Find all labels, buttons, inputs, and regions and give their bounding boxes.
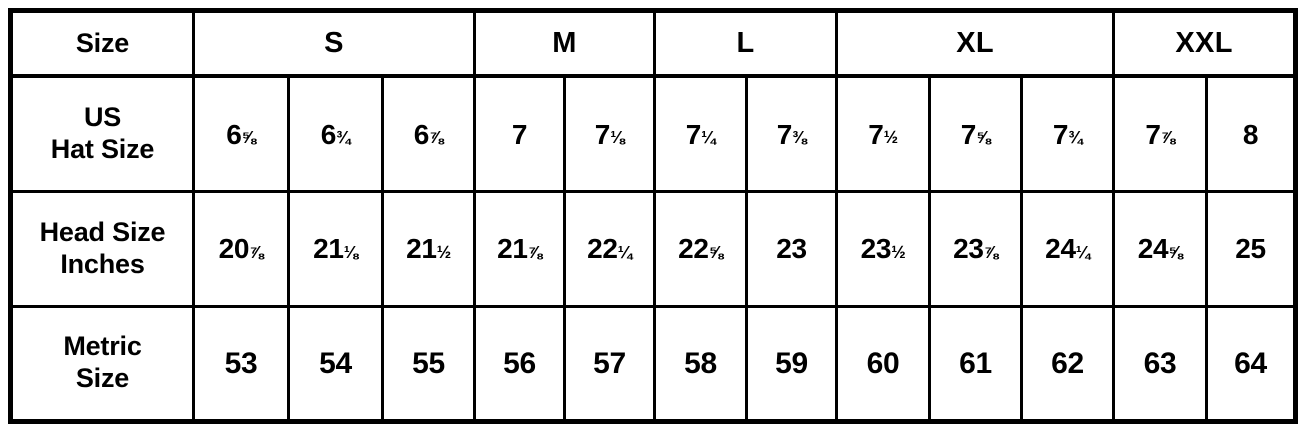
table-cell: 56 xyxy=(473,304,567,422)
table-cell: 7⅞ xyxy=(1112,74,1209,194)
fraction-glyph: ⅞ xyxy=(249,241,264,262)
table-cell: 60 xyxy=(835,304,932,422)
row-label: Head Size Inches xyxy=(10,190,195,308)
table-cell: 20⅞ xyxy=(192,190,290,308)
table-cell: 21⅛ xyxy=(287,190,384,308)
fraction-glyph: ⅜ xyxy=(792,127,807,148)
table-cell: 61 xyxy=(928,304,1024,422)
table-cell: 6¾ xyxy=(287,74,384,194)
row-label-line1: Metric xyxy=(63,331,142,362)
fraction-glyph: ¼ xyxy=(617,241,632,262)
row-label-line2: Hat Size xyxy=(50,134,155,165)
table-cell: 54 xyxy=(287,304,384,422)
table-row: Metric Size 53 54 55 56 57 58 59 60 61 62 63 64 xyxy=(10,304,1297,422)
fraction-glyph: ¼ xyxy=(1075,241,1090,262)
fraction-glyph: ⅝ xyxy=(241,127,256,148)
fraction-glyph: ¾ xyxy=(336,127,351,148)
hat-size-chart-table: Size S M L XL XXL US Hat Size 6⅝ 6¾ 6⅞ 7 7⅛ 7¼ 7⅜ 7½ 7⅝ 7… xyxy=(7,8,1299,424)
fraction-glyph: ½ xyxy=(436,241,451,262)
fraction-glyph: ½ xyxy=(891,241,906,262)
table-cell: 22¼ xyxy=(563,190,657,308)
row-label: US Hat Size xyxy=(10,74,195,194)
table-cell: 7½ xyxy=(835,74,932,194)
size-header-row: Size S M L XL XXL xyxy=(10,10,1297,79)
table-cell: 6⅝ xyxy=(192,74,290,194)
table-cell: 22⅝ xyxy=(653,190,749,308)
size-group-header-m: M xyxy=(473,10,657,79)
table-cell: 24¼ xyxy=(1020,190,1116,308)
fraction-glyph: ¾ xyxy=(1068,127,1083,148)
table-cell: 23½ xyxy=(835,190,932,308)
fraction-glyph: ⅞ xyxy=(983,241,998,262)
table-cell: 21½ xyxy=(380,190,477,308)
fraction-glyph: ½ xyxy=(883,127,898,148)
row-label-line2: Size xyxy=(75,363,130,394)
table-cell: 6⅞ xyxy=(380,74,477,194)
size-group-header-l: L xyxy=(653,10,839,79)
table-cell: 24⅝ xyxy=(1112,190,1209,308)
fraction-glyph: ¼ xyxy=(701,127,716,148)
fraction-glyph: ⅞ xyxy=(527,241,542,262)
table-cell: 7 xyxy=(473,74,567,194)
fraction-glyph: ⅝ xyxy=(708,241,723,262)
row-label-line1: Head Size xyxy=(39,216,166,247)
table-cell: 57 xyxy=(563,304,657,422)
table-row: Head Size Inches 20⅞ 21⅛ 21½ 21⅞ 22¼ 22⅝ 23 23½ 23… xyxy=(10,190,1297,308)
table-cell: 58 xyxy=(653,304,749,422)
fraction-glyph: ⅝ xyxy=(1168,241,1183,262)
row-label-line1: US xyxy=(83,102,122,133)
table-cell: 7⅛ xyxy=(563,74,657,194)
table-cell: 7¼ xyxy=(653,74,749,194)
table-cell: 7¾ xyxy=(1020,74,1116,194)
table-cell: 7⅝ xyxy=(928,74,1024,194)
fraction-glyph: ⅛ xyxy=(343,241,358,262)
table-cell: 55 xyxy=(380,304,477,422)
table-cell: 62 xyxy=(1020,304,1116,422)
size-chart-container: Size S M L XL XXL US Hat Size 6⅝ 6¾ 6⅞ 7 7⅛ 7¼ 7⅜ 7½ 7⅝ 7… xyxy=(7,8,1299,424)
table-cell: 8 xyxy=(1205,74,1297,194)
table-cell: 59 xyxy=(745,304,839,422)
table-cell: 23 xyxy=(745,190,839,308)
row-label: Metric Size xyxy=(10,304,195,422)
table-row: US Hat Size 6⅝ 6¾ 6⅞ 7 7⅛ 7¼ 7⅜ 7½ 7⅝ 7¾ 7⅞ 8 xyxy=(10,74,1297,194)
table-cell: 25 xyxy=(1205,190,1297,308)
fraction-glyph: ⅞ xyxy=(429,127,444,148)
size-column-header: Size xyxy=(10,10,195,79)
table-cell: 64 xyxy=(1205,304,1297,422)
table-cell: 63 xyxy=(1112,304,1209,422)
fraction-glyph: ⅝ xyxy=(976,127,991,148)
size-group-header-xxl: XXL xyxy=(1112,10,1297,79)
table-cell: 23⅞ xyxy=(928,190,1024,308)
table-cell: 7⅜ xyxy=(745,74,839,194)
table-cell: 53 xyxy=(192,304,290,422)
fraction-glyph: ⅛ xyxy=(610,127,625,148)
size-group-header-xl: XL xyxy=(835,10,1116,79)
fraction-glyph: ⅞ xyxy=(1160,127,1175,148)
row-label-line2: Inches xyxy=(60,248,145,279)
table-cell: 21⅞ xyxy=(473,190,567,308)
size-group-header-s: S xyxy=(191,10,477,79)
